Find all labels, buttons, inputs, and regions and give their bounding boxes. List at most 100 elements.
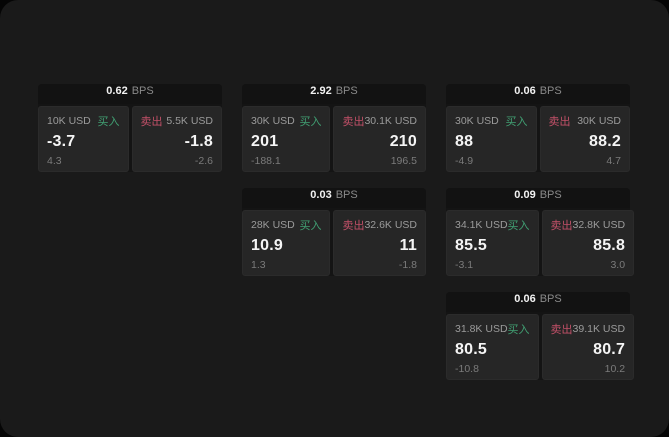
quote-body: 30K USD 买入 88 -4.9 卖出 30K USD 88.2 4.7	[446, 106, 630, 172]
quote-card: 0.06 BPS 31.8K USD 买入 80.5 -10.8 卖出 39.1…	[446, 292, 635, 380]
buy-labels-row: 34.1K USD 买入	[455, 217, 530, 233]
quote-body: 30K USD 买入 201 -188.1 卖出 30.1K USD 210 1…	[242, 106, 426, 172]
sell-delta: -1.8	[398, 258, 417, 271]
spread-unit: BPS	[335, 189, 358, 201]
sell-side-label: 卖出	[342, 220, 365, 232]
quote-card: 0.03 BPS 28K USD 买入 10.9 1.3 卖出 32.6K US…	[242, 188, 426, 276]
spread-unit: BPS	[539, 189, 562, 201]
buy-amount: 28K USD	[251, 219, 295, 231]
buy-price: 85.5	[455, 237, 487, 255]
sell-labels-row: 卖出 30.1K USD	[342, 113, 417, 129]
buy-price: 201	[251, 133, 279, 151]
sell-delta: 4.7	[606, 154, 621, 167]
buy-quote-panel[interactable]: 30K USD 买入 201 -188.1	[242, 106, 331, 172]
buy-labels-row: 31.8K USD 买入	[455, 321, 530, 337]
sell-amount: 32.6K USD	[364, 219, 417, 231]
buy-quote-panel[interactable]: 31.8K USD 买入 80.5 -10.8	[446, 314, 539, 380]
sell-quote-panel[interactable]: 卖出 39.1K USD 80.7 10.2	[541, 314, 635, 380]
sell-side-label: 卖出	[550, 324, 573, 336]
buy-price: 10.9	[251, 237, 283, 255]
spread-header: 2.92 BPS	[242, 84, 426, 104]
sell-quote-panel[interactable]: 卖出 32.6K USD 11 -1.8	[333, 210, 426, 276]
spread-value: 0.09	[514, 189, 536, 201]
buy-amount: 31.8K USD	[455, 323, 508, 335]
sell-amount: 32.8K USD	[572, 219, 626, 231]
spread-unit: BPS	[539, 293, 562, 305]
sell-price: 85.8	[593, 237, 626, 255]
sell-delta: -2.6	[194, 154, 213, 167]
sell-price: 80.7	[593, 341, 626, 359]
sell-amount: 30.1K USD	[364, 115, 417, 127]
buy-labels-row: 30K USD 买入	[455, 113, 528, 129]
buy-delta: -10.8	[455, 362, 479, 375]
quote-card: 2.92 BPS 30K USD 买入 201 -188.1 卖出 30.1K …	[242, 84, 426, 172]
buy-side-label: 买入	[97, 116, 120, 128]
buy-delta: -188.1	[251, 154, 281, 167]
buy-amount: 10K USD	[47, 115, 91, 127]
sell-amount: 30K USD	[577, 115, 621, 127]
spread-header: 0.03 BPS	[242, 188, 426, 208]
spread-value: 0.06	[514, 293, 536, 305]
buy-labels-row: 30K USD 买入	[251, 113, 321, 129]
buy-labels-row: 10K USD 买入	[47, 113, 120, 129]
spread-value: 2.92	[310, 85, 332, 97]
sell-labels-row: 卖出 5.5K USD	[141, 113, 214, 129]
spread-header: 0.09 BPS	[446, 188, 630, 208]
sell-quote-panel[interactable]: 卖出 30.1K USD 210 196.5	[333, 106, 426, 172]
sell-side-label: 卖出	[140, 116, 163, 128]
quote-body: 31.8K USD 买入 80.5 -10.8 卖出 39.1K USD 80.…	[446, 314, 635, 380]
spread-unit: BPS	[131, 85, 154, 97]
buy-price: 88	[455, 133, 474, 151]
buy-amount: 34.1K USD	[455, 219, 508, 231]
buy-side-label: 买入	[507, 324, 530, 336]
buy-side-label: 买入	[505, 116, 528, 128]
spread-value: 0.03	[310, 189, 332, 201]
sell-amount: 39.1K USD	[572, 323, 626, 335]
sell-delta: 3.0	[610, 258, 626, 271]
sell-delta: 10.2	[604, 362, 626, 375]
sell-price: 88.2	[589, 133, 621, 151]
buy-side-label: 买入	[299, 220, 322, 232]
buy-delta: -4.9	[455, 154, 474, 167]
buy-price: -3.7	[47, 133, 76, 151]
spread-value: 0.06	[514, 85, 536, 97]
quote-card: 0.06 BPS 30K USD 买入 88 -4.9 卖出 30K USD	[446, 84, 630, 172]
quote-body: 34.1K USD 买入 85.5 -3.1 卖出 32.8K USD 85.8…	[446, 210, 635, 276]
buy-quote-panel[interactable]: 28K USD 买入 10.9 1.3	[242, 210, 331, 276]
sell-side-label: 卖出	[548, 116, 571, 128]
buy-labels-row: 28K USD 买入	[251, 217, 321, 233]
spread-value: 0.62	[106, 85, 128, 97]
buy-amount: 30K USD	[455, 115, 499, 127]
sell-quote-panel[interactable]: 卖出 32.8K USD 85.8 3.0	[541, 210, 635, 276]
buy-price: 80.5	[455, 341, 487, 359]
buy-quote-panel[interactable]: 34.1K USD 买入 85.5 -3.1	[446, 210, 539, 276]
buy-side-label: 买入	[299, 116, 322, 128]
sell-amount: 5.5K USD	[166, 115, 213, 127]
spread-unit: BPS	[539, 85, 562, 97]
sell-price: -1.8	[184, 133, 213, 151]
sell-quote-panel[interactable]: 卖出 30K USD 88.2 4.7	[539, 106, 630, 172]
sell-side-label: 卖出	[550, 220, 573, 232]
quote-card: 0.09 BPS 34.1K USD 买入 85.5 -3.1 卖出 32.8K…	[446, 188, 635, 276]
sell-price: 11	[399, 237, 417, 255]
quote-grid: 0.62 BPS 10K USD 买入 -3.7 4.3 卖出 5.5K USD	[38, 84, 635, 380]
buy-delta: 4.3	[47, 154, 62, 167]
buy-side-label: 买入	[507, 220, 530, 232]
sell-side-label: 卖出	[342, 116, 365, 128]
sell-labels-row: 卖出 30K USD	[549, 113, 622, 129]
quote-body: 28K USD 买入 10.9 1.3 卖出 32.6K USD 11 -1.8	[242, 210, 426, 276]
sell-labels-row: 卖出 32.6K USD	[342, 217, 417, 233]
sell-price: 210	[389, 133, 417, 151]
quote-body: 10K USD 买入 -3.7 4.3 卖出 5.5K USD -1.8 -2.…	[38, 106, 222, 172]
sell-delta: 196.5	[390, 154, 417, 167]
spread-unit: BPS	[335, 85, 358, 97]
buy-quote-panel[interactable]: 10K USD 买入 -3.7 4.3	[38, 106, 129, 172]
quote-card: 0.62 BPS 10K USD 买入 -3.7 4.3 卖出 5.5K USD	[38, 84, 222, 172]
spread-header: 0.06 BPS	[446, 292, 630, 312]
spread-header: 0.06 BPS	[446, 84, 630, 104]
buy-delta: -3.1	[455, 258, 474, 271]
sell-quote-panel[interactable]: 卖出 5.5K USD -1.8 -2.6	[131, 106, 222, 172]
buy-quote-panel[interactable]: 30K USD 买入 88 -4.9	[446, 106, 537, 172]
spread-header: 0.62 BPS	[38, 84, 222, 104]
